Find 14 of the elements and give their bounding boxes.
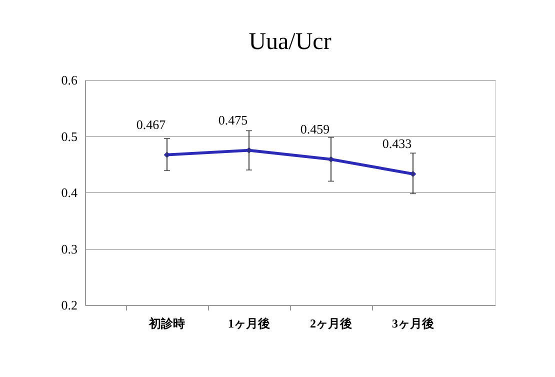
x-tick-label: 3ヶ月後 xyxy=(392,316,434,330)
data-label: 0.475 xyxy=(218,112,248,128)
x-tick-label: 2ヶ月後 xyxy=(310,316,352,330)
y-tick-label: 0.5 xyxy=(61,128,78,144)
data-label: 0.459 xyxy=(300,121,330,136)
x-tick-label: 1ヶ月後 xyxy=(228,316,270,330)
data-label: 0.433 xyxy=(382,136,412,151)
y-tick-label: 0.4 xyxy=(61,185,78,200)
data-label: 0.467 xyxy=(136,116,166,132)
x-tick-label: 初診時 xyxy=(148,316,185,330)
y-tick-label: 0.3 xyxy=(61,241,78,256)
y-tick-label: 0.6 xyxy=(61,72,78,88)
chart-title: Uua/Ucr xyxy=(248,29,332,55)
y-tick-label: 0.2 xyxy=(61,298,78,312)
